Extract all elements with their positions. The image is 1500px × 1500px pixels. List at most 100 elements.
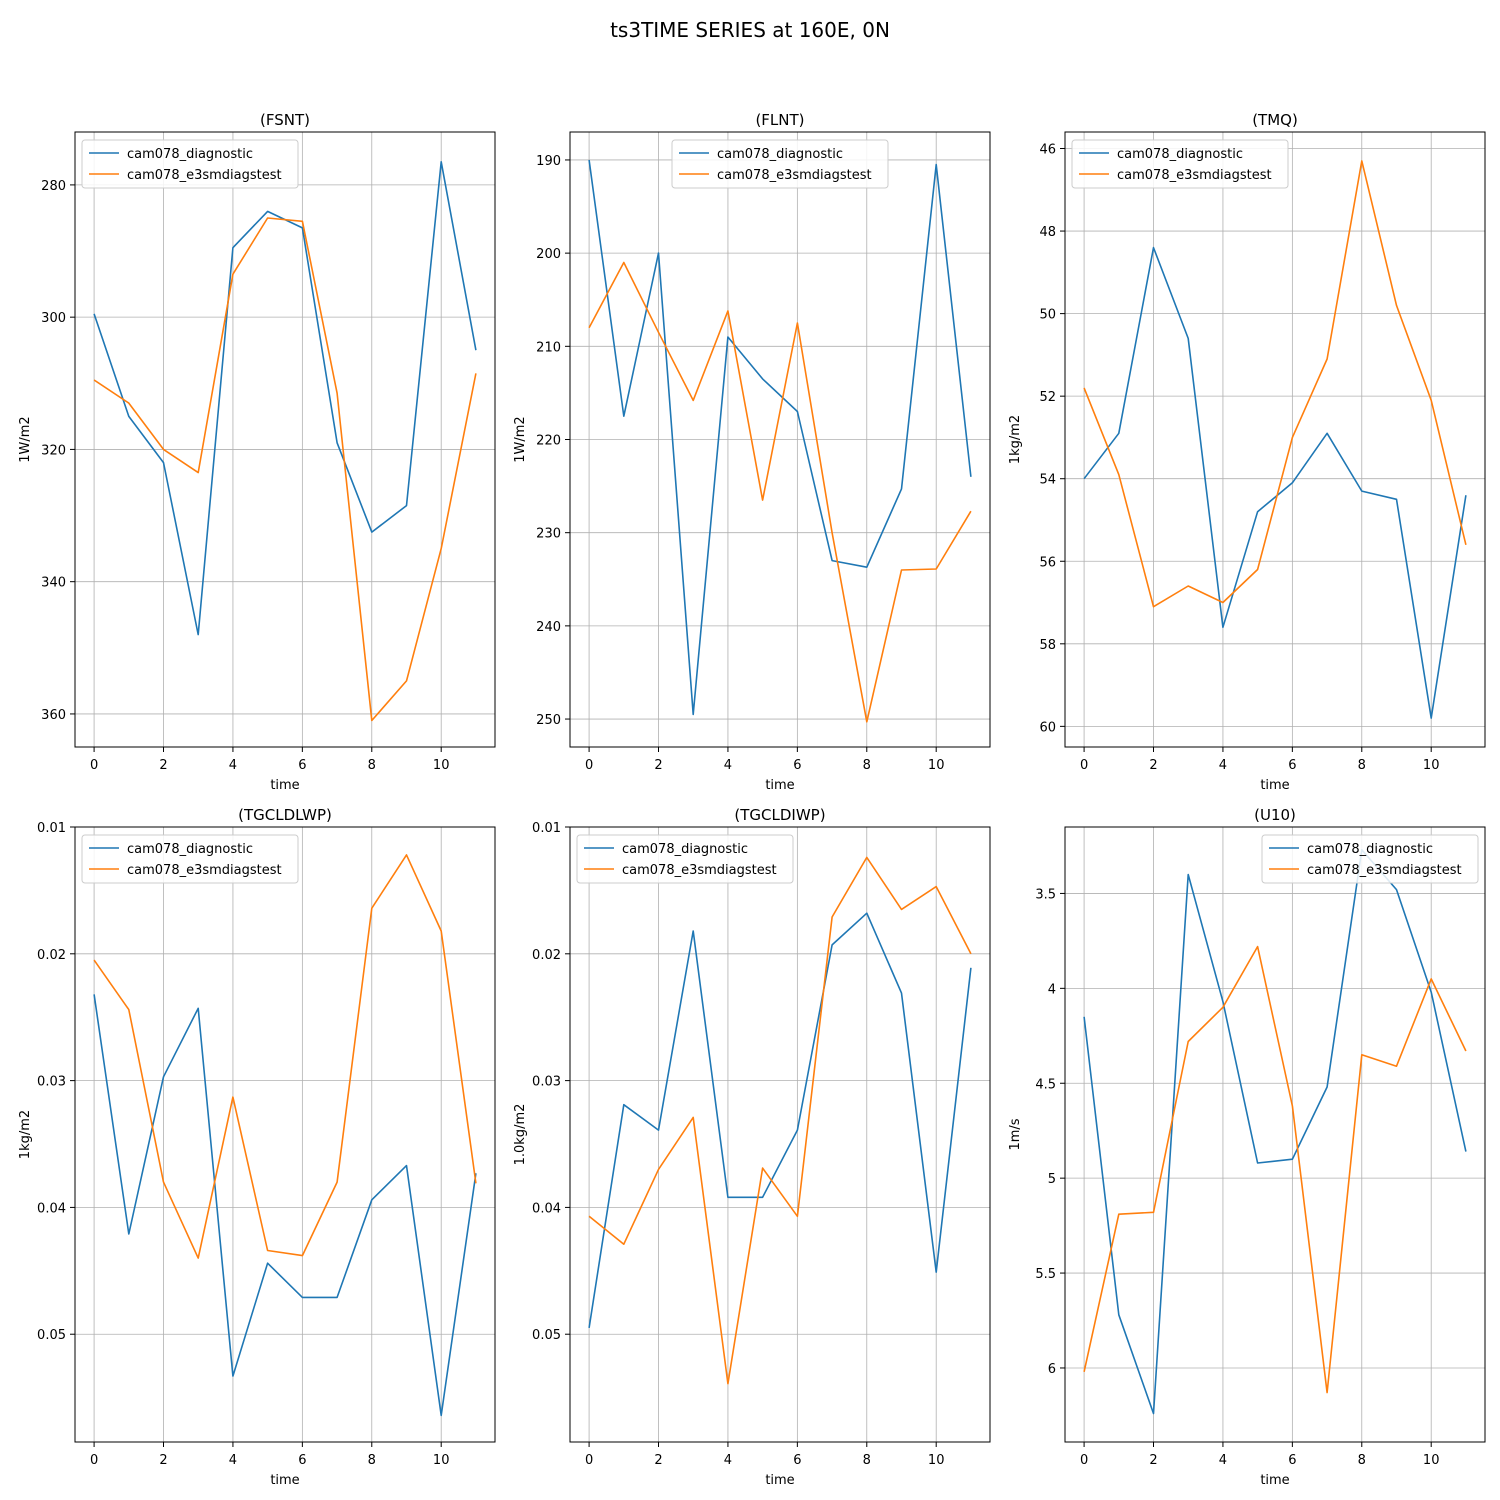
y-tick-label: 52 [1039, 390, 1056, 405]
series-line-1 [588, 159, 972, 716]
y-tick-label: 6 [1048, 1362, 1056, 1377]
x-tick-label: 8 [368, 1453, 376, 1468]
y-axis-label: 1W/m2 [513, 416, 528, 462]
legend-label: cam078_e3smdiagstest [622, 863, 777, 878]
y-tick-label: 250 [536, 713, 561, 728]
subplot-2: 0 2 4 6 8 10 190 200 210 220 230 240 250 (FLNT) time 1W… [513, 111, 991, 793]
x-tick-label: 6 [1288, 1453, 1296, 1468]
x-tick-label: 2 [1149, 1453, 1157, 1468]
y-tick-label: 190 [536, 154, 561, 169]
legend: cam078_diagnostic cam078_e3smdiagstest [81, 834, 299, 884]
y-axis-label: 1m/s [1008, 1118, 1023, 1150]
x-tick-label: 2 [1149, 758, 1157, 773]
y-tick-label: 60 [1039, 720, 1056, 735]
legend-label: cam078_e3smdiagstest [127, 168, 282, 183]
y-tick-label: 200 [536, 247, 561, 262]
y-tick-label: 0.05 [532, 1328, 561, 1343]
y-tick-label: 0.05 [37, 1328, 66, 1343]
y-tick-label: 230 [536, 527, 561, 542]
y-tick-label: 0.02 [37, 948, 66, 963]
series-line-2 [588, 261, 972, 723]
x-tick-label: 10 [928, 1453, 945, 1468]
x-axis-label: time [270, 1473, 299, 1488]
y-tick-label: 46 [1039, 143, 1056, 158]
y-axis-label: 1.0kg/m2 [513, 1104, 528, 1166]
legend-label: cam078_diagnostic [622, 842, 748, 857]
x-tick-label: 0 [1080, 758, 1088, 773]
y-tick-label: 0.01 [532, 821, 561, 836]
series-line-2 [93, 217, 477, 722]
subplot-title: (TMQ) [1252, 111, 1298, 129]
legend-box [1071, 139, 1289, 189]
x-tick-label: 0 [90, 1453, 98, 1468]
legend-label: cam078_diagnostic [127, 842, 253, 857]
figure-title: ts3TIME SERIES at 160E, 0N [610, 18, 890, 42]
x-axis-label: time [1260, 1473, 1289, 1488]
x-tick-label: 10 [928, 758, 945, 773]
y-tick-label: 48 [1039, 225, 1056, 240]
y-tick-label: 240 [536, 620, 561, 635]
y-tick-label: 5 [1048, 1172, 1056, 1187]
y-tick-label: 0.04 [532, 1201, 561, 1216]
y-axis-label: 1kg/m2 [18, 1110, 33, 1159]
series-line-2 [1083, 945, 1467, 1394]
x-tick-label: 8 [368, 758, 376, 773]
subplot-6: 0 2 4 6 8 10 3.5 4 4.5 5 5.5 6 (U10) time 1m/s cam078_d… [1008, 806, 1486, 1488]
legend-label: cam078_diagnostic [1307, 842, 1433, 857]
y-tick-label: 0.03 [532, 1075, 561, 1090]
legend-box [1261, 834, 1479, 884]
series-line-1 [93, 994, 477, 1417]
subplot-title: (FLNT) [755, 111, 804, 129]
subplot-title: (FSNT) [260, 111, 310, 129]
x-tick-label: 8 [863, 1453, 871, 1468]
y-tick-label: 300 [41, 311, 66, 326]
legend-label: cam078_diagnostic [127, 147, 253, 162]
series-line-2 [93, 854, 477, 1259]
y-tick-label: 58 [1039, 638, 1056, 653]
x-tick-label: 4 [229, 758, 237, 773]
y-tick-label: 210 [536, 340, 561, 355]
y-tick-label: 5.5 [1035, 1267, 1056, 1282]
y-tick-label: 4.5 [1035, 1077, 1056, 1092]
x-tick-label: 8 [863, 758, 871, 773]
subplot-title: (U10) [1254, 806, 1296, 824]
axes-frame [1064, 826, 1486, 1443]
subplot-1: 0 2 4 6 8 10 280 300 320 340 360 (FSNT) time 1W/m2 cam… [18, 111, 496, 793]
y-tick-label: 360 [41, 708, 66, 723]
x-tick-label: 10 [433, 1453, 450, 1468]
x-tick-label: 0 [585, 1453, 593, 1468]
axes-frame [569, 826, 991, 1443]
subplot-3: 0 2 4 6 8 104648505254565860(TMQ)time1kg/m2ca… [1008, 111, 1486, 793]
x-tick-label: 10 [1423, 758, 1440, 773]
y-tick-label: 54 [1039, 473, 1056, 488]
legend: cam078_diagnostic cam078_e3smdiagstest [1071, 139, 1289, 189]
series-line-1 [1083, 848, 1467, 1415]
y-tick-label: 3.5 [1035, 887, 1056, 902]
x-tick-label: 2 [159, 1453, 167, 1468]
x-axis-label: time [270, 778, 299, 793]
y-tick-label: 0.02 [532, 948, 561, 963]
legend-label: cam078_e3smdiagstest [127, 863, 282, 878]
y-tick-label: 220 [536, 434, 561, 449]
y-tick-label: 50 [1039, 308, 1056, 323]
axes-frame [1064, 131, 1486, 748]
subplot-5: 0 2 4 6 8 10 0.01 0.02 0.03 0.04 0.05 (TGCLDIWP) tim… [513, 806, 991, 1488]
legend: cam078_diagnostic cam078_e3smdiagstest [1261, 834, 1479, 884]
x-tick-label: 4 [724, 1453, 732, 1468]
y-tick-label: 4 [1048, 982, 1056, 997]
series-line-2 [588, 856, 972, 1385]
x-tick-label: 8 [1358, 1453, 1366, 1468]
legend: cam078_diagnostic cam078_e3smdiagstest [81, 139, 299, 189]
x-tick-label: 0 [90, 758, 98, 773]
x-tick-label: 2 [654, 1453, 662, 1468]
x-axis-label: time [1260, 778, 1289, 793]
legend-label: cam078_e3smdiagstest [1117, 168, 1272, 183]
y-axis-label: 1W/m2 [18, 416, 33, 462]
subplot-4: 0 2 4 6 8 10 0.01 0.02 0.03 0.04 0.05 (TGCLDLWP) tim… [18, 806, 496, 1488]
legend-box [576, 834, 794, 884]
x-tick-label: 4 [229, 1453, 237, 1468]
x-tick-label: 6 [793, 758, 801, 773]
x-tick-label: 2 [159, 758, 167, 773]
y-tick-label: 56 [1039, 555, 1056, 570]
